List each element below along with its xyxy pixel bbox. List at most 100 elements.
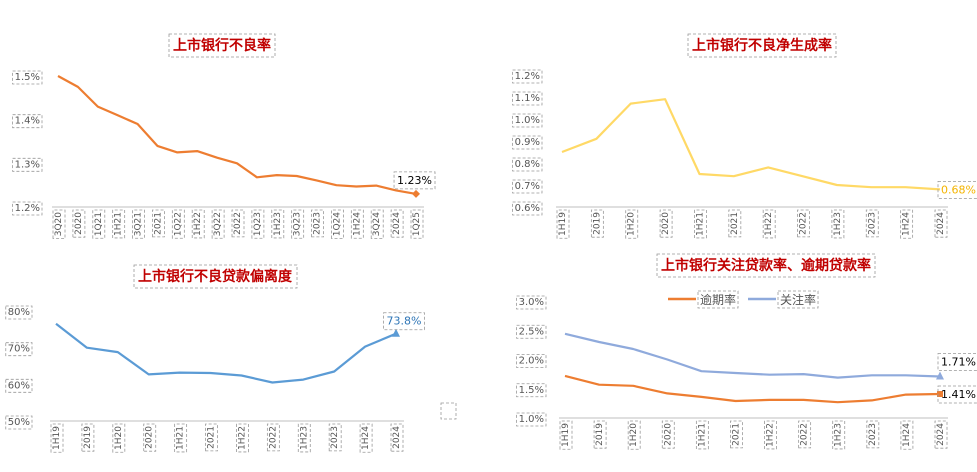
x-tick-label: 1H19 (558, 212, 568, 236)
tick-frame (798, 420, 812, 449)
y-tick-label: 1.2% (515, 71, 540, 82)
label-frame (393, 171, 436, 190)
x-tick-label: 2024 (392, 426, 402, 449)
end-marker (937, 391, 943, 398)
y-tick-label: 1.4% (15, 116, 40, 127)
tick-frame (590, 209, 604, 238)
chart-title: 上市银行不良净生成率 (692, 37, 832, 54)
x-tick-label: 1H22 (193, 212, 203, 236)
x-tick-label: 1H24 (902, 212, 912, 236)
tick-frame (205, 423, 218, 452)
y-tick-label: 1.0% (519, 414, 544, 425)
x-tick-label: 1H21 (176, 426, 186, 450)
label-frame (516, 383, 547, 398)
y-tick-label: 1.1% (515, 93, 540, 104)
x-tick-label: 2020 (74, 212, 84, 235)
label-frame (656, 253, 876, 278)
label-frame (687, 33, 837, 58)
label-frame (516, 354, 547, 368)
x-tick-label: 2022 (799, 212, 809, 235)
x-tick-label: 2023 (330, 426, 340, 449)
label-frame (12, 201, 43, 216)
tick-frame (797, 209, 810, 238)
x-tick-label: 1H23 (834, 423, 844, 447)
x-tick-label: 2023 (868, 423, 878, 446)
label-frame (516, 324, 547, 339)
tick-frame (390, 209, 404, 238)
end-value-label: 0.68% (941, 183, 976, 196)
x-tick-label: 3Q22 (213, 212, 223, 236)
y-tick-label: 70% (8, 344, 30, 355)
y-tick-label: 2.5% (519, 326, 544, 337)
x-tick-label: 2020 (661, 212, 671, 235)
x-tick-label: 2021 (207, 426, 217, 449)
x-tick-label: 2022 (800, 423, 810, 446)
label-frame (777, 290, 819, 309)
tick-frame (659, 209, 673, 238)
x-tick-label: 1Q22 (173, 212, 183, 236)
x-tick-label: 1H23 (299, 426, 309, 450)
label-frame (512, 91, 543, 106)
x-tick-label: 2023 (313, 212, 323, 235)
legend-label: 逾期率 (700, 292, 736, 307)
tick-frame (865, 209, 879, 238)
end-value-label: 1.41% (941, 388, 976, 401)
x-tick-label: 1Q21 (94, 212, 104, 236)
tick-frame (661, 420, 675, 449)
tick-frame (81, 423, 95, 452)
chart-2: 上市银行不良净生成率 0.6% 0.7% 0.8% 0.9% 1.0% 1.1% 1.2% 1H… (512, 33, 977, 239)
chart-1: 上市银行不良率 1.2% 1.3% 1.4% 1.5% 3Q20 2020 1Q21 1H21 3… (12, 33, 436, 239)
label-frame (168, 33, 276, 58)
tick-frame (730, 420, 743, 449)
tick-frame (728, 209, 742, 238)
end-value-label: 1.23% (397, 174, 432, 187)
x-tick-label: 1Q23 (253, 212, 263, 236)
tick-frame (152, 209, 165, 238)
label-frame (5, 342, 33, 357)
tick-frame (866, 420, 880, 449)
tick-frame (311, 209, 324, 238)
x-tick-label: 3Q23 (293, 212, 303, 236)
label-frame (512, 157, 543, 172)
x-tick-label: 1H24 (352, 212, 362, 236)
label-frame (937, 180, 977, 199)
x-tick-label: 1H23 (833, 212, 843, 236)
label-frame (937, 353, 977, 371)
x-tick-label: 3Q21 (134, 212, 144, 236)
label-frame (512, 69, 543, 84)
tick-frame (390, 423, 404, 452)
empty-frame (440, 402, 457, 420)
x-tick-label: 2019 (83, 426, 93, 449)
tick-frame (143, 423, 157, 452)
y-tick-label: 1.5% (519, 385, 544, 396)
x-tick-label: 2020 (145, 426, 155, 449)
tick-frame (266, 423, 280, 452)
x-tick-label: 3Q24 (372, 212, 382, 237)
x-tick-label: 2022 (233, 212, 243, 235)
label-frame (512, 179, 543, 194)
x-tick-label: 2024 (392, 212, 402, 235)
label-frame (5, 305, 33, 320)
tick-frame (231, 209, 245, 238)
y-tick-label: 80% (8, 307, 30, 318)
series-line (564, 332, 941, 379)
chart-4: 上市银行关注贷款率、逾期贷款率 1.0% 1.5% 2.0% 2.5% 3.0% 1H19 2… (516, 253, 977, 450)
end-marker (412, 189, 420, 198)
x-tick-label: 2020 (663, 423, 673, 446)
label-frame (12, 114, 43, 129)
y-tick-label: 3.0% (519, 297, 544, 308)
end-marker (936, 371, 944, 380)
y-tick-label: 60% (8, 380, 30, 391)
x-tick-label: 1H23 (273, 212, 283, 236)
x-tick-label: 1H22 (766, 423, 776, 447)
x-tick-label: 1H20 (627, 212, 637, 236)
chart-title: 上市银行不良率 (173, 37, 271, 54)
y-tick-label: 0.9% (515, 137, 540, 148)
label-frame (697, 290, 739, 309)
x-tick-label: 1H21 (697, 423, 707, 447)
x-tick-label: 2019 (592, 212, 602, 235)
label-frame (516, 412, 547, 427)
label-frame (383, 312, 425, 331)
x-tick-label: 1Q25 (412, 212, 422, 236)
x-tick-label: 2021 (730, 212, 740, 235)
